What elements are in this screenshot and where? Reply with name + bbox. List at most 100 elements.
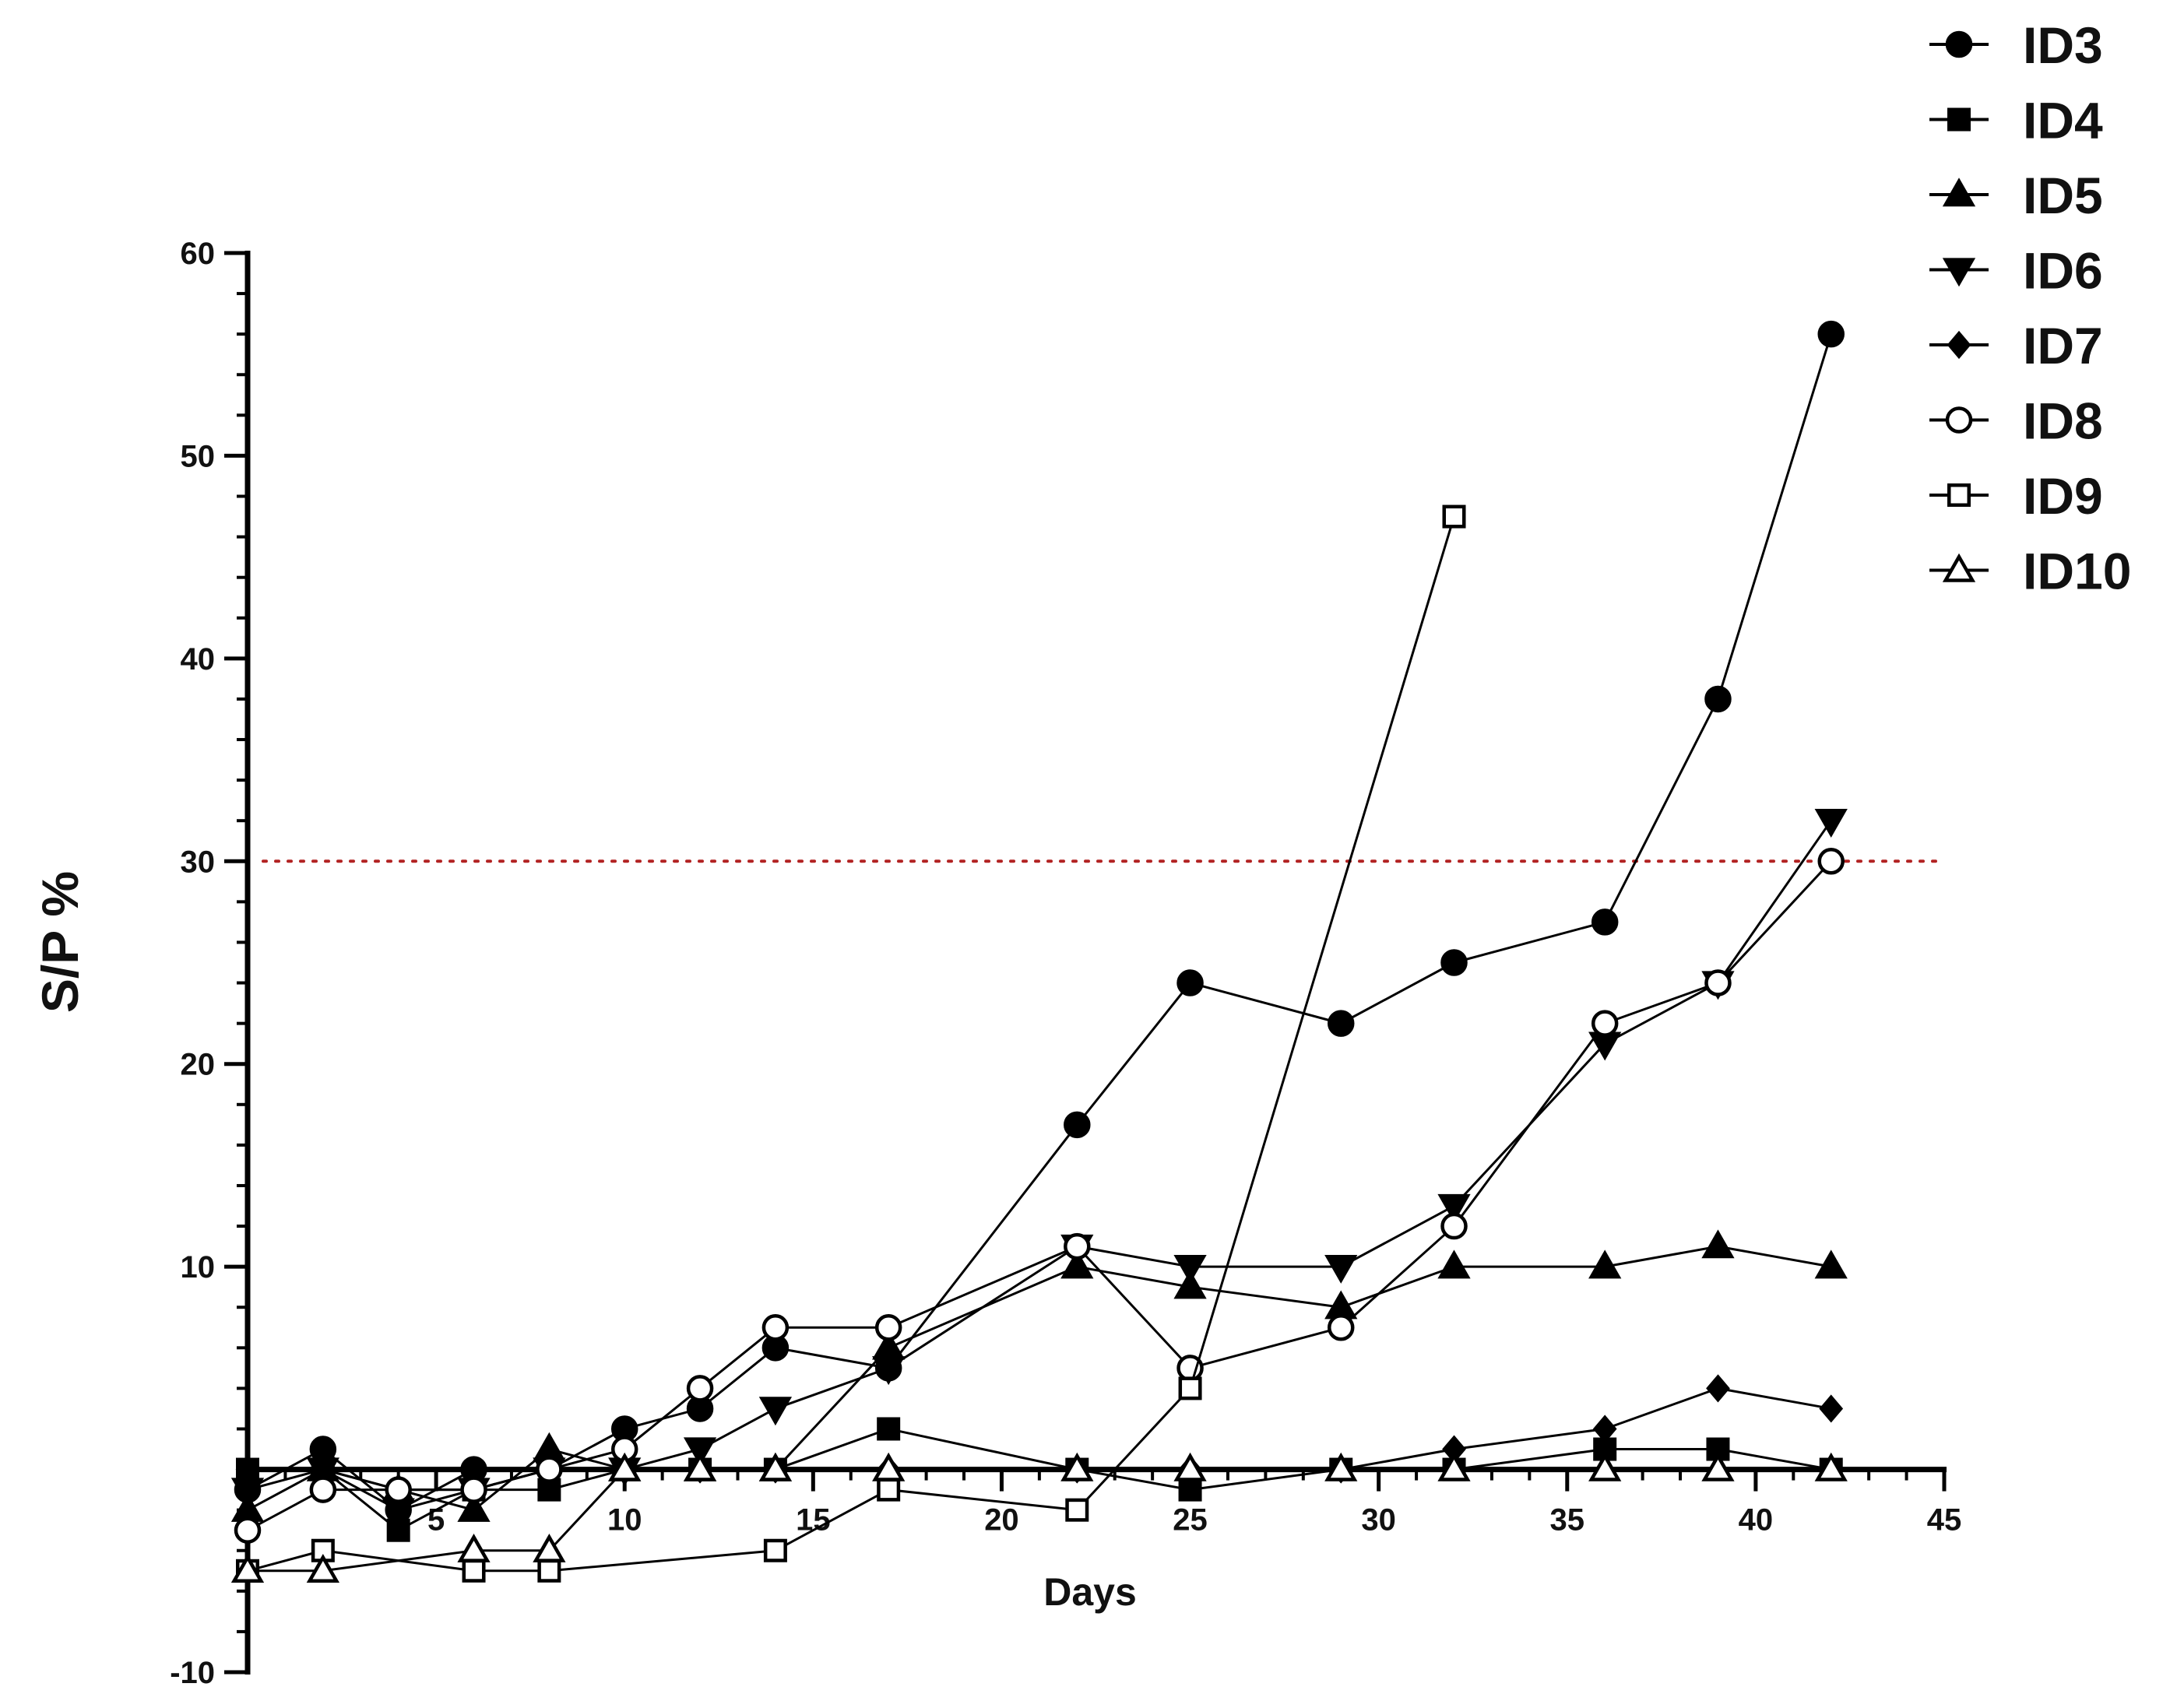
y-tick-label: 50 [181, 439, 216, 473]
data-point-id8 [1704, 969, 1732, 996]
series-id3 [234, 320, 1845, 1523]
y-tick-label: 10 [181, 1250, 216, 1285]
data-point-id10 [683, 1452, 717, 1481]
legend-label: ID6 [2023, 242, 2103, 300]
data-point-id8 [309, 1476, 337, 1503]
legend-label: ID7 [2023, 317, 2103, 374]
data-point-id6 [1437, 1193, 1471, 1223]
data-point-id7 [235, 1455, 260, 1484]
legend-label: ID4 [2023, 92, 2103, 149]
data-point-id5 [1814, 1249, 1848, 1279]
legend-marker-id4 [1947, 107, 1971, 132]
y-axis-title: S/P % [31, 871, 89, 1013]
data-point-id8 [1440, 1212, 1468, 1240]
legend-item-id10: ID10 [1929, 543, 2131, 600]
y-tick-label: 30 [181, 845, 216, 879]
data-point-id3 [1440, 949, 1468, 976]
data-point-id10 [608, 1452, 642, 1481]
data-point-id8 [234, 1516, 262, 1544]
data-point-id3 [1704, 685, 1732, 713]
data-point-id10 [872, 1452, 906, 1481]
legend-item-id8: ID8 [1929, 392, 2103, 450]
legend-item-id9: ID9 [1929, 467, 2103, 525]
legend-item-id5: ID5 [1929, 167, 2103, 224]
y-tick-label: 20 [181, 1048, 216, 1082]
legend-label: ID3 [2023, 16, 2103, 74]
series-line-id4 [248, 1427, 1831, 1532]
series-layer [230, 320, 1848, 1583]
data-point-id10 [1588, 1452, 1622, 1481]
x-tick-label: 25 [1173, 1503, 1208, 1538]
data-point-id7 [1706, 1374, 1730, 1403]
y-tick-label: -10 [170, 1656, 215, 1690]
data-point-id6 [683, 1437, 717, 1467]
x-tick-label: 40 [1739, 1503, 1774, 1538]
data-point-id6 [1324, 1254, 1358, 1284]
legend-marker-id8 [1945, 406, 1973, 434]
data-point-id5 [1588, 1249, 1622, 1279]
data-point-id9 [462, 1559, 486, 1583]
x-tick-label: 20 [984, 1503, 1019, 1538]
legend-item-id4: ID4 [1929, 92, 2103, 149]
x-tick-label: 10 [607, 1503, 642, 1538]
legend-marker-id10 [1942, 553, 1976, 582]
legend: ID3 ID4 ID5 ID6 ID7 ID8 ID9 ID10 [1929, 16, 2131, 600]
data-point-id3 [1327, 1010, 1355, 1037]
series-id10 [230, 1452, 1848, 1583]
data-point-id5 [457, 1492, 491, 1522]
data-point-id10 [1814, 1452, 1848, 1481]
data-point-id10 [457, 1533, 491, 1562]
data-point-id8 [761, 1314, 790, 1341]
data-point-id10 [758, 1452, 793, 1481]
legend-item-id6: ID6 [1929, 242, 2103, 300]
data-point-id5 [1701, 1229, 1735, 1259]
x-tick-label: 30 [1361, 1503, 1396, 1538]
data-point-id8 [874, 1314, 902, 1341]
legend-marker-id3 [1945, 30, 1973, 58]
data-point-id10 [533, 1533, 566, 1562]
series-line-id9 [247, 516, 1455, 1573]
data-point-id9 [877, 1478, 901, 1502]
data-point-id5 [1437, 1249, 1471, 1279]
data-point-id8 [1327, 1314, 1355, 1341]
data-point-id4 [877, 1417, 901, 1441]
data-point-id8 [536, 1456, 563, 1483]
data-point-id10 [1701, 1452, 1735, 1481]
data-point-id9 [763, 1538, 787, 1562]
data-point-id3 [1591, 908, 1619, 936]
data-point-id8 [686, 1375, 714, 1402]
legend-label: ID10 [2023, 543, 2131, 600]
data-point-id7 [1819, 1394, 1844, 1423]
data-point-id8 [385, 1476, 412, 1503]
data-point-id9 [1442, 504, 1466, 529]
data-point-id6 [872, 1356, 906, 1386]
data-point-id3 [1817, 320, 1845, 348]
data-point-id9 [1065, 1498, 1089, 1522]
data-point-id6 [1173, 1254, 1207, 1284]
legend-marker-id6 [1942, 258, 1976, 287]
data-point-id3 [1176, 969, 1204, 996]
y-tick-label: 60 [181, 237, 216, 271]
data-point-id10 [230, 1554, 265, 1583]
data-point-id5 [1060, 1249, 1094, 1279]
data-point-id9 [537, 1559, 561, 1583]
data-point-id8 [1591, 1010, 1619, 1037]
legend-label: ID5 [2023, 167, 2103, 224]
data-point-id10 [1173, 1452, 1207, 1481]
legend-label: ID8 [2023, 392, 2103, 450]
legend-item-id3: ID3 [1929, 16, 2103, 74]
data-point-id10 [1060, 1452, 1094, 1481]
series-line-id8 [247, 860, 1832, 1532]
x-tick-label: 15 [796, 1503, 831, 1538]
data-point-id10 [1324, 1452, 1358, 1481]
data-point-id8 [1817, 848, 1845, 875]
legend-marker-id5 [1942, 177, 1976, 207]
x-tick-label: 45 [1927, 1503, 1962, 1538]
data-point-id5 [1173, 1270, 1207, 1299]
data-point-id8 [1064, 1232, 1091, 1260]
x-axis-title: Days [1043, 1570, 1137, 1614]
data-point-id10 [1437, 1452, 1471, 1481]
data-point-id8 [460, 1476, 487, 1503]
